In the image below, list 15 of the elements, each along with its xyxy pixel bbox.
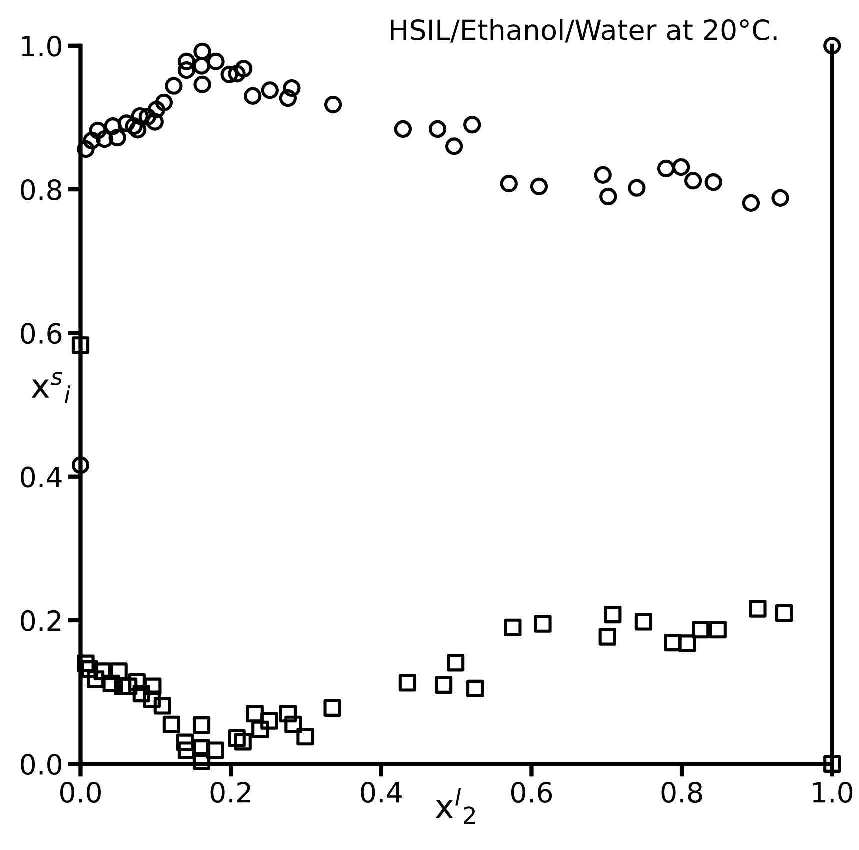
y-tick-label: 0.0 — [21, 754, 62, 776]
x-tick-label: 0.6 — [511, 782, 552, 804]
x-tick-label: 0.4 — [361, 782, 402, 804]
y-tick-label: 0.4 — [21, 466, 62, 488]
y-tick-label: 0.2 — [21, 610, 61, 632]
x-tick-label: 0.8 — [662, 782, 702, 804]
y-tick-label: 1.0 — [22, 36, 62, 57]
x-axis-title: x$^{l}$$_{2}$ — [436, 788, 475, 824]
x-tick-label: 0.2 — [210, 782, 250, 804]
x-tick-label: 1.0 — [813, 782, 853, 804]
y-tick-label: 0.6 — [21, 323, 62, 344]
chart-title: HSIL/Ethanol/Water at 20°C. — [391, 19, 777, 43]
y-tick-label: 0.8 — [21, 179, 62, 200]
y-axis-title: x$^{s}$$_{i}$ — [32, 372, 71, 404]
x-tick-label: 0.0 — [60, 782, 101, 804]
